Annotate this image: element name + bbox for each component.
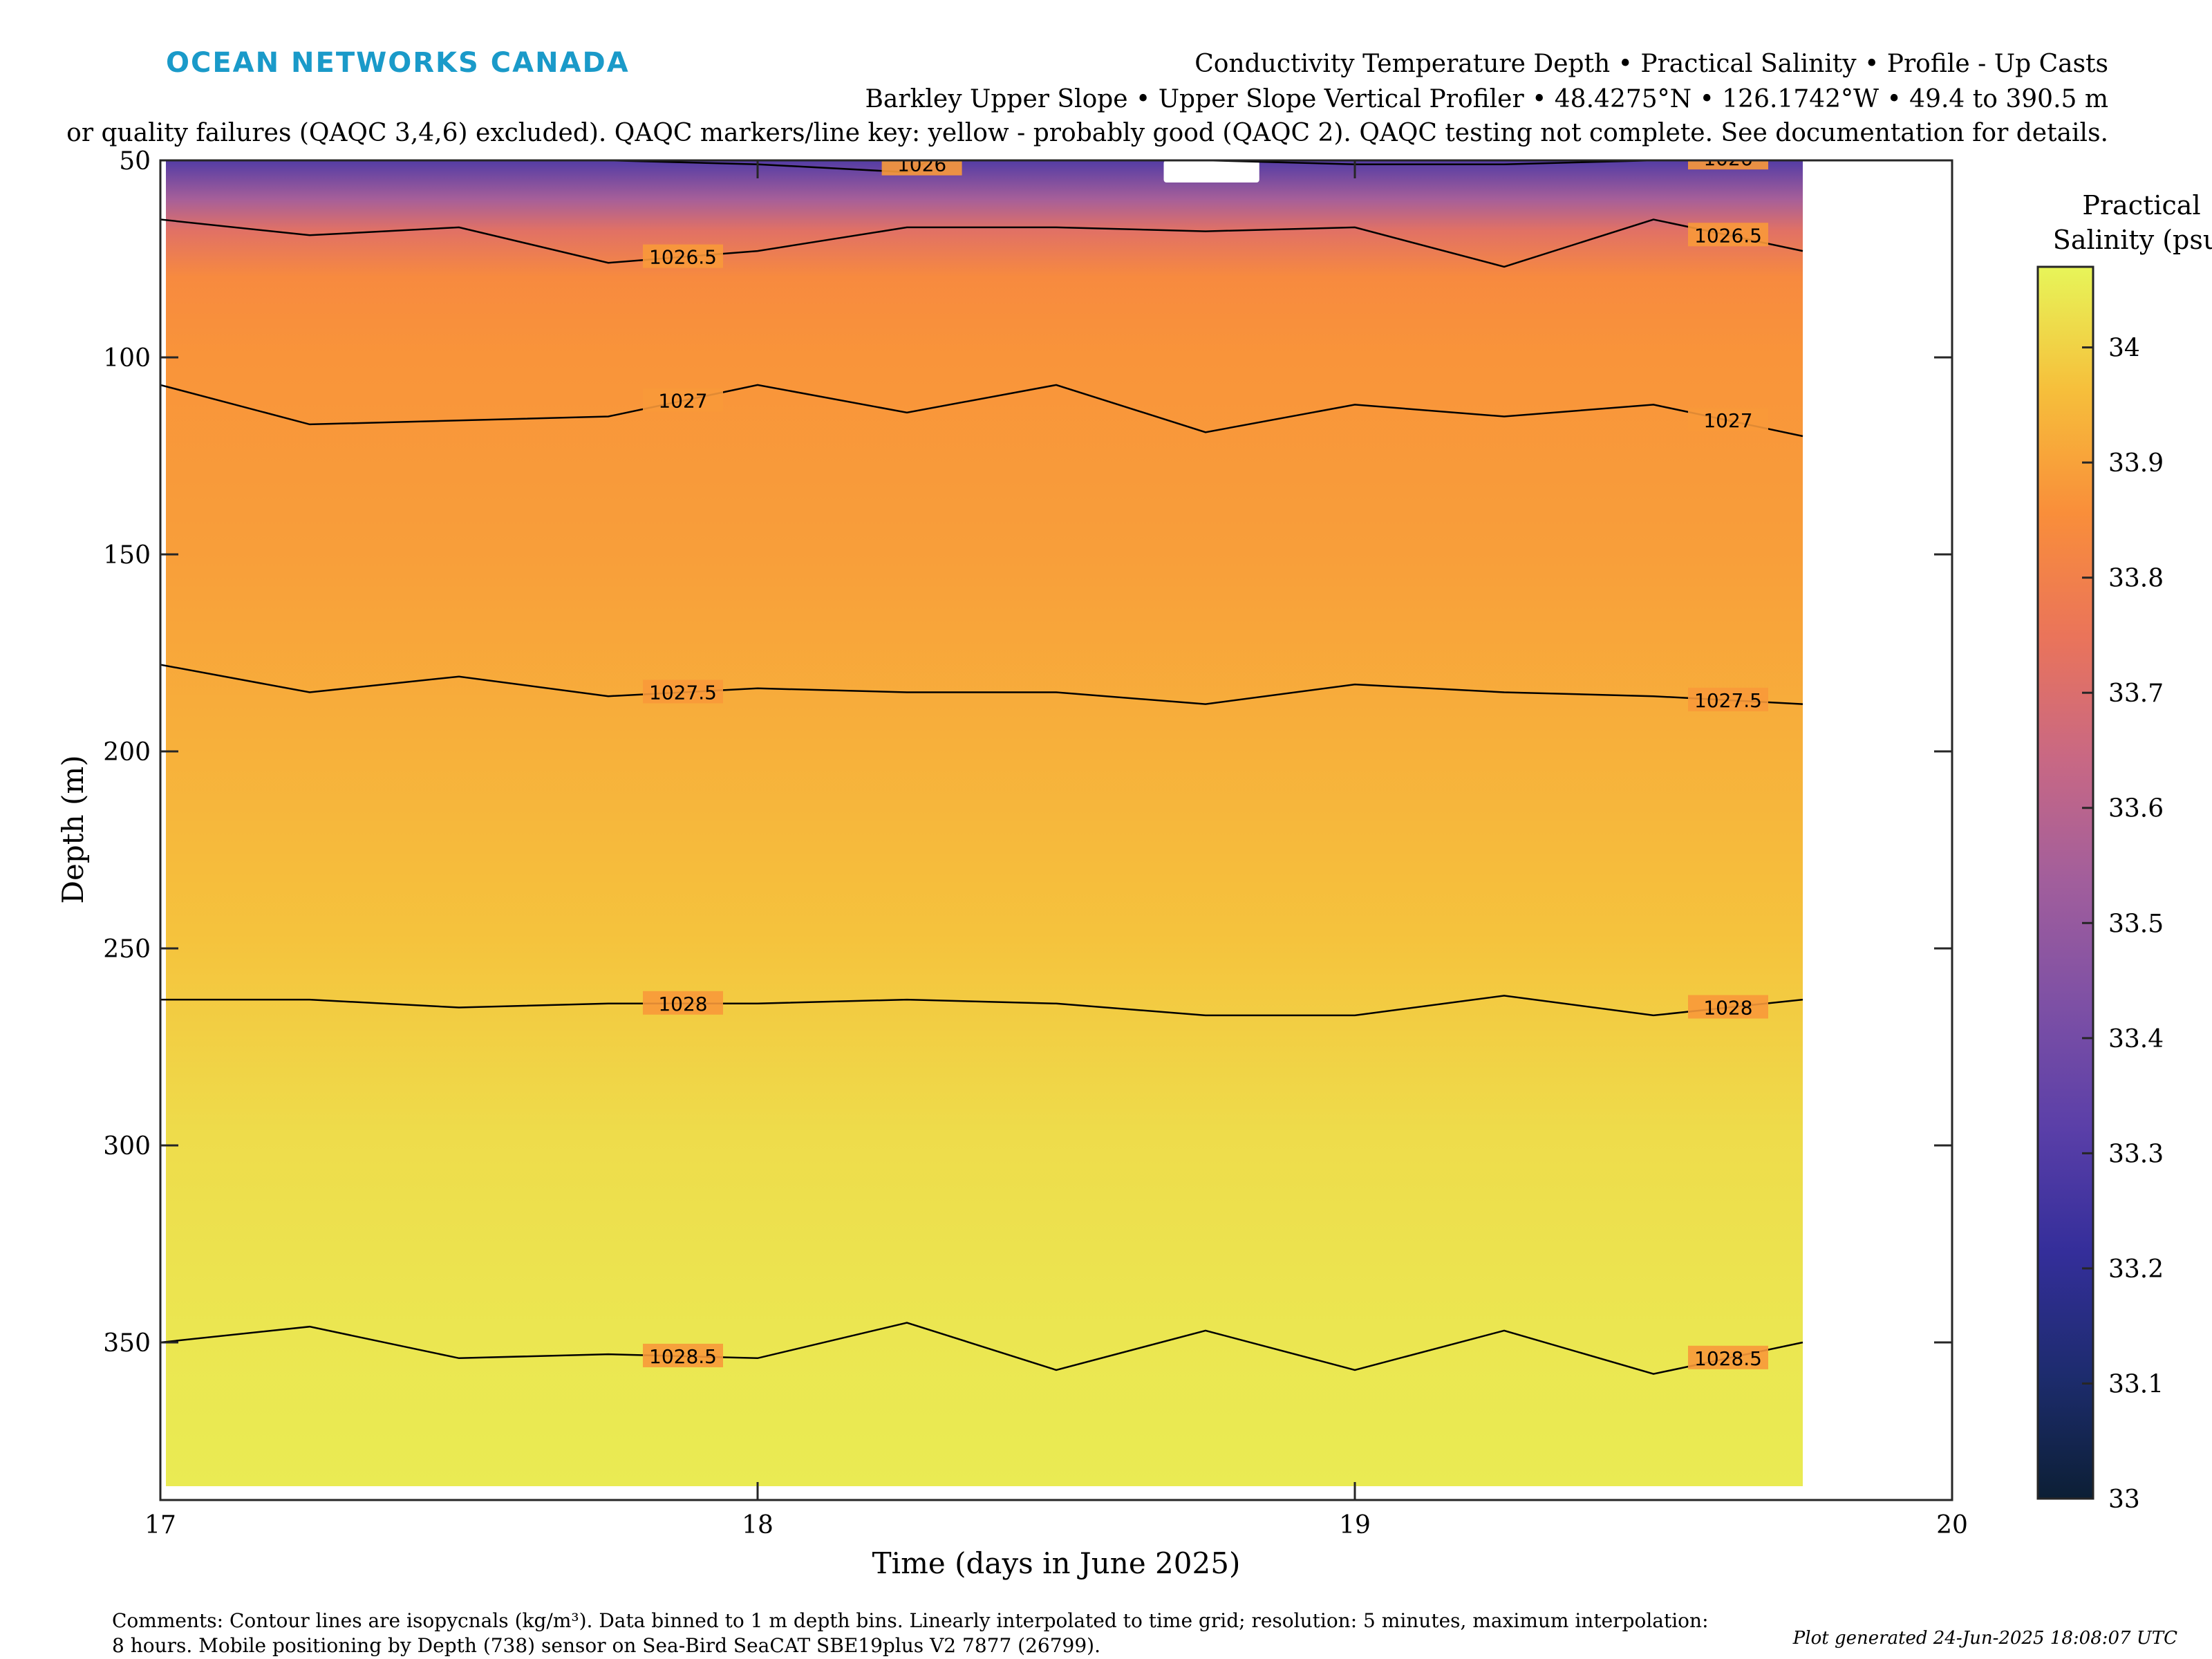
contour-label-background [1688, 995, 1768, 1019]
generated-timestamp: Plot generated 24-Jun-2025 18:08:07 UTC [1792, 1628, 2177, 1649]
contour-label: 1027.5 [649, 682, 717, 704]
contour-label-background [643, 1343, 723, 1367]
contour-label: 1028 [658, 993, 707, 1015]
colorbar-title-line1: Practical [2082, 190, 2200, 221]
x-tick-label: 17 [144, 1511, 176, 1539]
colorbar-tick-label: 33.7 [2108, 679, 2164, 708]
data-gap [865, 1489, 961, 1500]
plot-title-line2: Barkley Upper Slope • Upper Slope Vertic… [865, 85, 2108, 113]
contour-label: 1027 [1703, 409, 1752, 432]
comments-line2: 8 hours. Mobile positioning by Depth (73… [112, 1634, 1100, 1657]
x-axis-label: Time (days in June 2025) [872, 1546, 1241, 1580]
contour-label-background [1688, 408, 1768, 432]
plot-area: 1026 1026 1026.5 1026.5 1027 1027 1027.5 1027.5… [103, 147, 1968, 1539]
contour-label-background [643, 244, 723, 268]
data-gap [268, 1489, 364, 1500]
x-tick-label: 18 [742, 1511, 774, 1539]
contour-label: 1027 [658, 390, 707, 413]
contour-label: 1028 [1703, 997, 1752, 1020]
colorbar-tick-label: 33 [2108, 1485, 2140, 1514]
colorbar-tick-label: 33.2 [2108, 1255, 2164, 1284]
isopycnal-contour [160, 995, 1803, 1017]
contour-label: 1028.5 [649, 1345, 717, 1368]
x-tick-label: 19 [1339, 1511, 1371, 1539]
brand-logo: OCEAN NETWORKS CANADA [166, 47, 630, 79]
colorbar-gradient [2036, 265, 2094, 1500]
contour-label: 1026.5 [1694, 224, 1762, 247]
y-tick-label: 50 [119, 147, 151, 176]
contour-label-background [643, 679, 723, 704]
y-tick-label: 250 [103, 935, 151, 964]
colorbar-tick-label: 33.1 [2108, 1370, 2164, 1398]
y-tick-label: 100 [103, 344, 151, 373]
colorbar-tick-label: 33.4 [2108, 1025, 2164, 1053]
colorbar-tick-label: 33.5 [2108, 910, 2164, 938]
contour-label-background [643, 388, 723, 412]
colorbar-title-line2: Salinity (psu) [2053, 225, 2212, 255]
contour-label: 1027.5 [1694, 689, 1762, 712]
data-gap [566, 1489, 662, 1500]
comments-line1: Comments: Contour lines are isopycnals (… [112, 1609, 1709, 1632]
data-gap [1659, 1489, 1755, 1500]
plot-title-line1: Conductivity Temperature Depth • Practic… [1194, 50, 2108, 78]
isopycnal-contour [160, 384, 1803, 438]
x-tick-label: 20 [1936, 1511, 1968, 1539]
salinity-heatmap [166, 160, 1803, 1486]
contour-label: 1026 [1703, 147, 1752, 170]
colorbar-tick-label: 33.6 [2108, 795, 2164, 823]
contour-label-background [881, 160, 962, 176]
contour-label-background [1688, 160, 1768, 170]
colorbar-tick-label: 34 [2108, 335, 2140, 363]
plot-title-line3: or quality failures (QAQC 3,4,6) exclude… [66, 119, 2108, 147]
plot-frame [159, 159, 1953, 1501]
data-gap [1462, 1489, 1558, 1500]
contour-label-background [643, 991, 723, 1015]
contour-label: 1028.5 [1694, 1347, 1762, 1370]
isopycnal-contour [575, 160, 1687, 174]
data-gap [1163, 160, 1259, 182]
contour-label-background [1688, 1345, 1768, 1369]
data-gap [1163, 1489, 1259, 1500]
isopycnal-contour [160, 1322, 1803, 1375]
contour-label: 1026 [897, 153, 946, 176]
isopycnal-contour [160, 218, 1803, 268]
y-tick-label: 350 [103, 1329, 151, 1358]
colorbar: Practical Salinity (psu) 33 33.1 33.2 33.3 3… [2036, 190, 2212, 1514]
contour-label-background [1688, 687, 1768, 711]
colorbar-tick-label: 33.9 [2108, 449, 2164, 478]
isopycnal-contour [160, 664, 1803, 705]
y-tick-label: 300 [103, 1132, 151, 1161]
y-axis-label: Depth (m) [56, 755, 90, 903]
colorbar-tick-label: 33.3 [2108, 1140, 2164, 1168]
contour-label-background [1688, 223, 1768, 247]
colorbar-tick-label: 33.8 [2108, 565, 2164, 593]
contour-label: 1026.5 [649, 246, 717, 269]
y-tick-label: 200 [103, 738, 151, 767]
y-tick-label: 150 [103, 541, 151, 570]
